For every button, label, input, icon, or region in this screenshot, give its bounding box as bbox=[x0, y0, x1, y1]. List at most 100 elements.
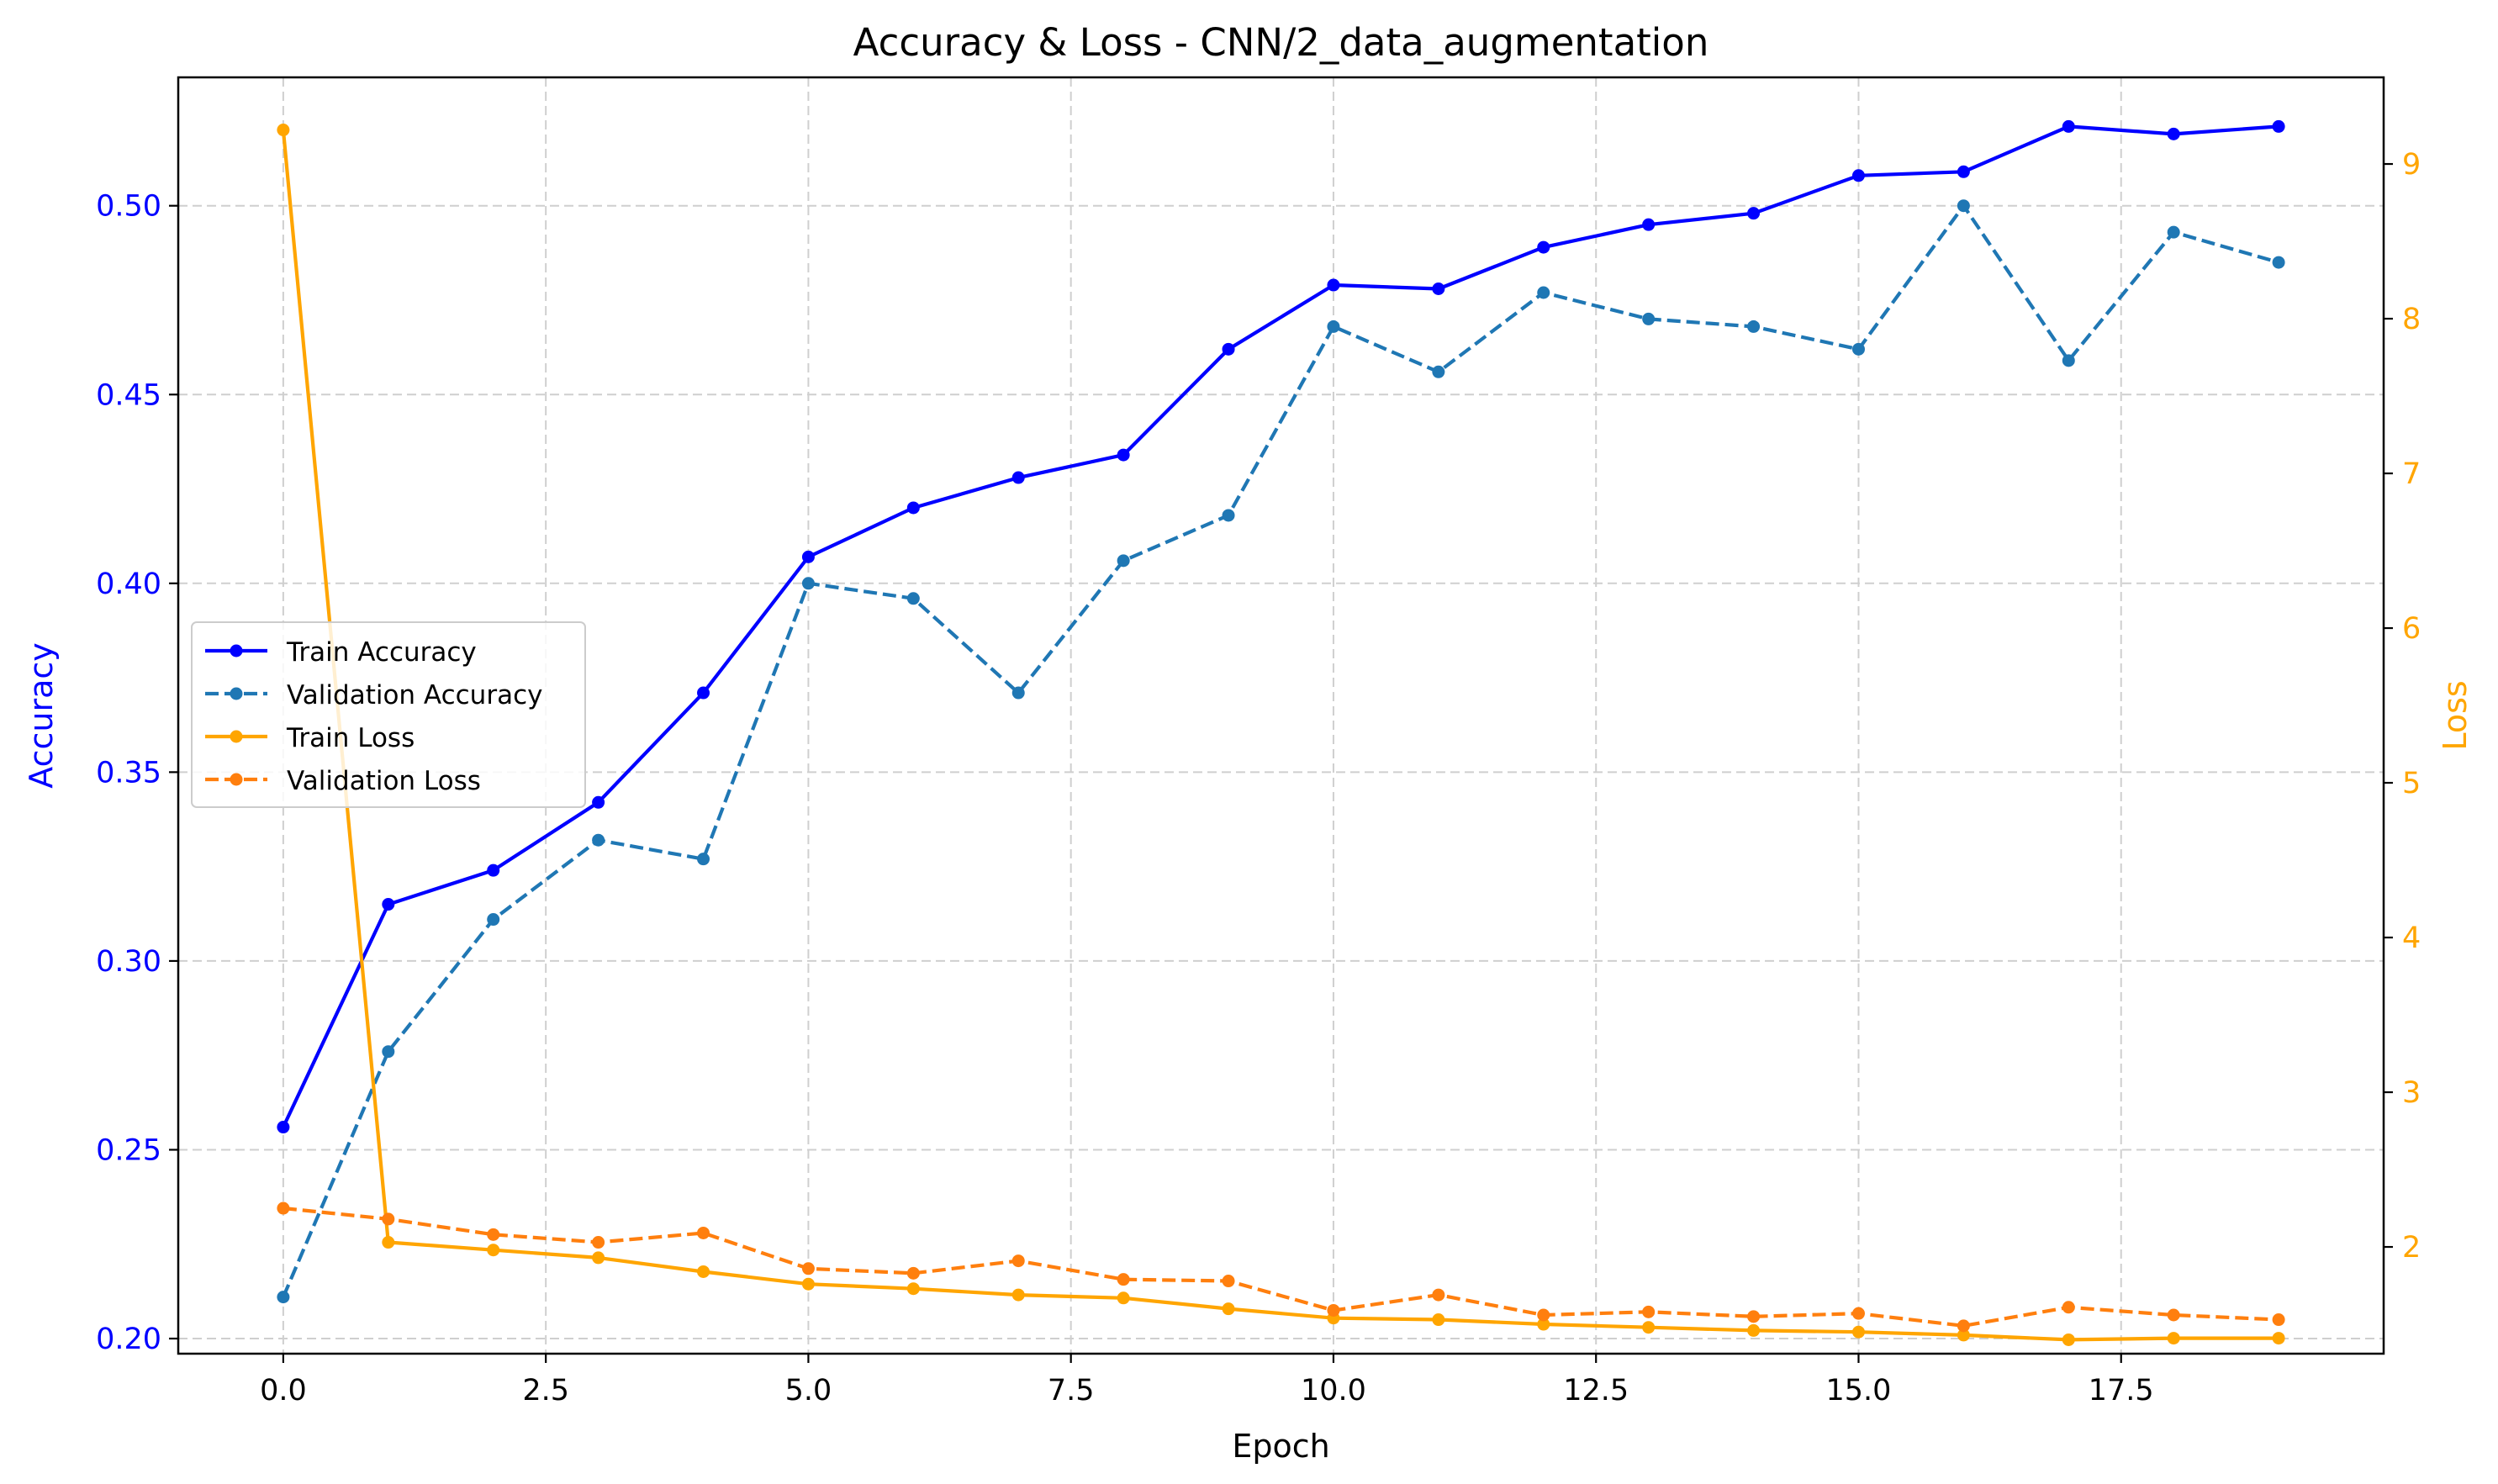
data-point-validation-accuracy bbox=[592, 833, 605, 847]
y-left-tick-label: 0.45 bbox=[96, 378, 161, 412]
data-point-validation-accuracy bbox=[697, 853, 710, 866]
y-right-tick-label: 6 bbox=[2402, 612, 2421, 646]
data-point-validation-loss bbox=[1222, 1275, 1235, 1288]
legend-marker-train-loss bbox=[230, 730, 243, 743]
data-point-train-accuracy bbox=[2062, 119, 2075, 133]
data-point-train-accuracy bbox=[1011, 471, 1025, 484]
data-point-validation-loss bbox=[592, 1236, 605, 1249]
series-line-validation-loss bbox=[283, 1206, 2279, 1328]
data-point-train-accuracy bbox=[1432, 283, 1445, 296]
data-point-train-loss bbox=[2167, 1332, 2180, 1345]
y-left-tick-label: 0.20 bbox=[96, 1323, 161, 1356]
data-point-train-loss bbox=[487, 1244, 500, 1257]
data-point-train-accuracy bbox=[697, 686, 710, 700]
data-point-validation-loss bbox=[1642, 1305, 1656, 1318]
x-axis-label: Epoch bbox=[1232, 1428, 1329, 1465]
y-axis-label-left: Accuracy bbox=[23, 642, 60, 789]
data-point-train-loss bbox=[1957, 1328, 1970, 1342]
data-point-train-accuracy bbox=[487, 863, 500, 877]
data-point-validation-loss bbox=[2062, 1301, 2075, 1314]
data-point-train-accuracy bbox=[1642, 218, 1656, 231]
x-tick-label: 10.0 bbox=[1301, 1374, 1366, 1407]
legend-label: Validation Accuracy bbox=[287, 680, 542, 710]
data-point-train-accuracy bbox=[1117, 448, 1130, 462]
x-tick-label: 5.0 bbox=[785, 1374, 832, 1407]
data-point-train-accuracy bbox=[277, 1121, 290, 1134]
x-tick-label: 12.5 bbox=[1563, 1374, 1629, 1407]
data-point-train-loss bbox=[801, 1277, 815, 1291]
data-point-validation-loss bbox=[277, 1201, 290, 1215]
data-point-validation-accuracy bbox=[1851, 342, 1865, 356]
data-point-validation-loss bbox=[1432, 1288, 1445, 1302]
data-point-validation-accuracy bbox=[277, 1291, 290, 1304]
legend-label: Train Accuracy bbox=[286, 637, 477, 668]
data-point-train-accuracy bbox=[906, 501, 920, 515]
series-train-accuracy bbox=[277, 119, 2285, 1134]
y-right-tick-label: 3 bbox=[2402, 1076, 2421, 1110]
data-point-train-accuracy bbox=[1957, 165, 1970, 178]
legend-label: Train Loss bbox=[286, 723, 415, 753]
data-point-train-loss bbox=[1117, 1291, 1130, 1305]
data-point-train-loss bbox=[592, 1251, 605, 1265]
data-point-validation-accuracy bbox=[1957, 199, 1970, 213]
data-point-train-accuracy bbox=[1537, 240, 1550, 254]
data-point-validation-loss bbox=[1327, 1303, 1340, 1317]
data-point-validation-loss bbox=[801, 1262, 815, 1275]
grid bbox=[178, 77, 2384, 1354]
data-point-validation-loss bbox=[1851, 1307, 1865, 1320]
data-point-train-loss bbox=[697, 1265, 710, 1278]
series-train-loss bbox=[277, 124, 2285, 1346]
y-right-tick-label: 5 bbox=[2402, 767, 2421, 800]
plot-frame bbox=[177, 76, 2385, 1355]
data-point-validation-accuracy bbox=[487, 913, 500, 927]
y-left-tick-label: 0.30 bbox=[96, 945, 161, 979]
legend-marker-validation-loss bbox=[230, 773, 243, 786]
data-point-train-accuracy bbox=[1327, 278, 1340, 292]
series-line-train-loss bbox=[281, 129, 2279, 1342]
data-point-validation-loss bbox=[2167, 1308, 2180, 1322]
data-point-validation-accuracy bbox=[382, 1045, 395, 1059]
legend-marker-validation-accuracy bbox=[230, 687, 243, 700]
y-right-tick-label: 9 bbox=[2402, 148, 2421, 182]
data-point-validation-accuracy bbox=[1747, 320, 1761, 333]
series-validation-loss bbox=[277, 1201, 2285, 1333]
data-point-train-loss bbox=[906, 1282, 920, 1296]
data-point-validation-loss bbox=[697, 1226, 710, 1239]
data-point-validation-accuracy bbox=[1642, 312, 1656, 325]
data-point-validation-accuracy bbox=[2062, 354, 2075, 367]
data-point-train-accuracy bbox=[2272, 119, 2285, 133]
data-point-validation-accuracy bbox=[1222, 509, 1235, 522]
data-point-train-accuracy bbox=[801, 550, 815, 563]
data-point-train-loss bbox=[1537, 1318, 1550, 1331]
x-tick-label: 7.5 bbox=[1048, 1374, 1095, 1407]
y-right-tick-label: 8 bbox=[2402, 303, 2421, 336]
series-line-validation-accuracy bbox=[281, 203, 2279, 1298]
data-point-validation-accuracy bbox=[1117, 554, 1130, 568]
data-point-train-loss bbox=[1222, 1302, 1235, 1316]
y-right-tick-label: 2 bbox=[2402, 1231, 2421, 1265]
y-axis-label-right: Loss bbox=[2437, 680, 2474, 750]
data-point-validation-accuracy bbox=[1537, 286, 1550, 299]
data-point-validation-accuracy bbox=[2272, 256, 2285, 269]
data-point-validation-accuracy bbox=[801, 577, 815, 590]
data-point-validation-loss bbox=[1957, 1319, 1970, 1333]
chart-title: Accuracy & Loss - CNN/2_data_augmentatio… bbox=[853, 20, 1709, 65]
data-point-train-accuracy bbox=[1747, 207, 1761, 220]
x-tick-label: 0.0 bbox=[260, 1374, 307, 1407]
data-point-validation-loss bbox=[1011, 1254, 1025, 1268]
series-line-train-accuracy bbox=[282, 124, 2279, 1128]
data-point-validation-accuracy bbox=[1011, 686, 1025, 700]
data-point-train-loss bbox=[2062, 1333, 2075, 1346]
ticks: 0.0 2.5 5.0 7.5 10.0 12.5 15.0 17.5 0.20 0.25 0.30… bbox=[96, 148, 2421, 1407]
data-point-train-loss bbox=[1432, 1313, 1445, 1327]
data-point-validation-loss bbox=[906, 1266, 920, 1280]
y-right-tick-label: 7 bbox=[2402, 457, 2421, 491]
data-point-validation-loss bbox=[1117, 1273, 1130, 1286]
y-left-tick-label: 0.25 bbox=[96, 1133, 161, 1167]
data-point-validation-loss bbox=[2272, 1313, 2285, 1327]
y-left-tick-label: 0.35 bbox=[96, 756, 161, 790]
data-point-validation-loss bbox=[382, 1212, 395, 1226]
data-point-validation-accuracy bbox=[1432, 365, 1445, 378]
